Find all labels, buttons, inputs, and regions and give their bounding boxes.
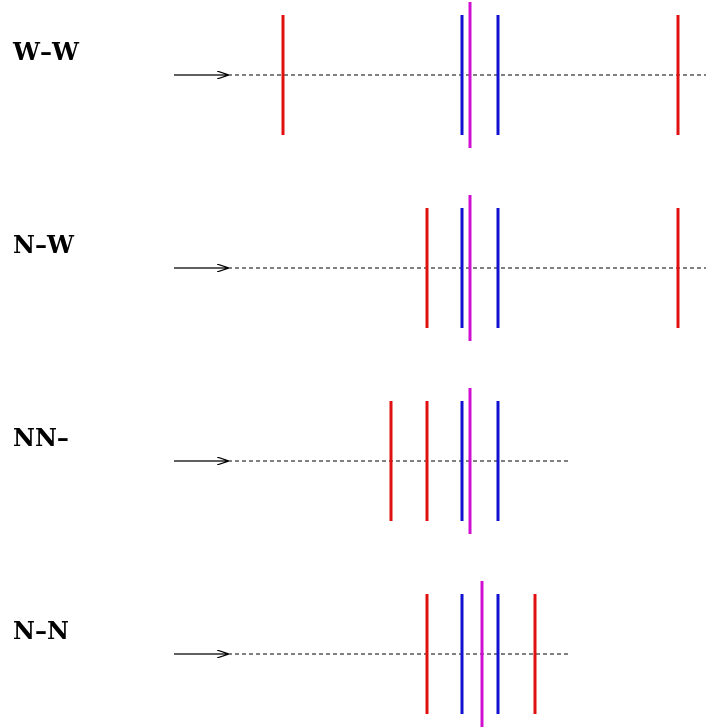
row-label: N–N	[13, 616, 69, 645]
row-2: N–W	[13, 195, 706, 341]
row-1: W–W	[12, 2, 706, 148]
row-label: W–W	[12, 37, 80, 66]
row-4: N–N	[13, 581, 571, 727]
row-label: NN–	[13, 423, 69, 452]
row-3: NN–	[13, 388, 571, 534]
row-label: N–W	[13, 230, 75, 259]
